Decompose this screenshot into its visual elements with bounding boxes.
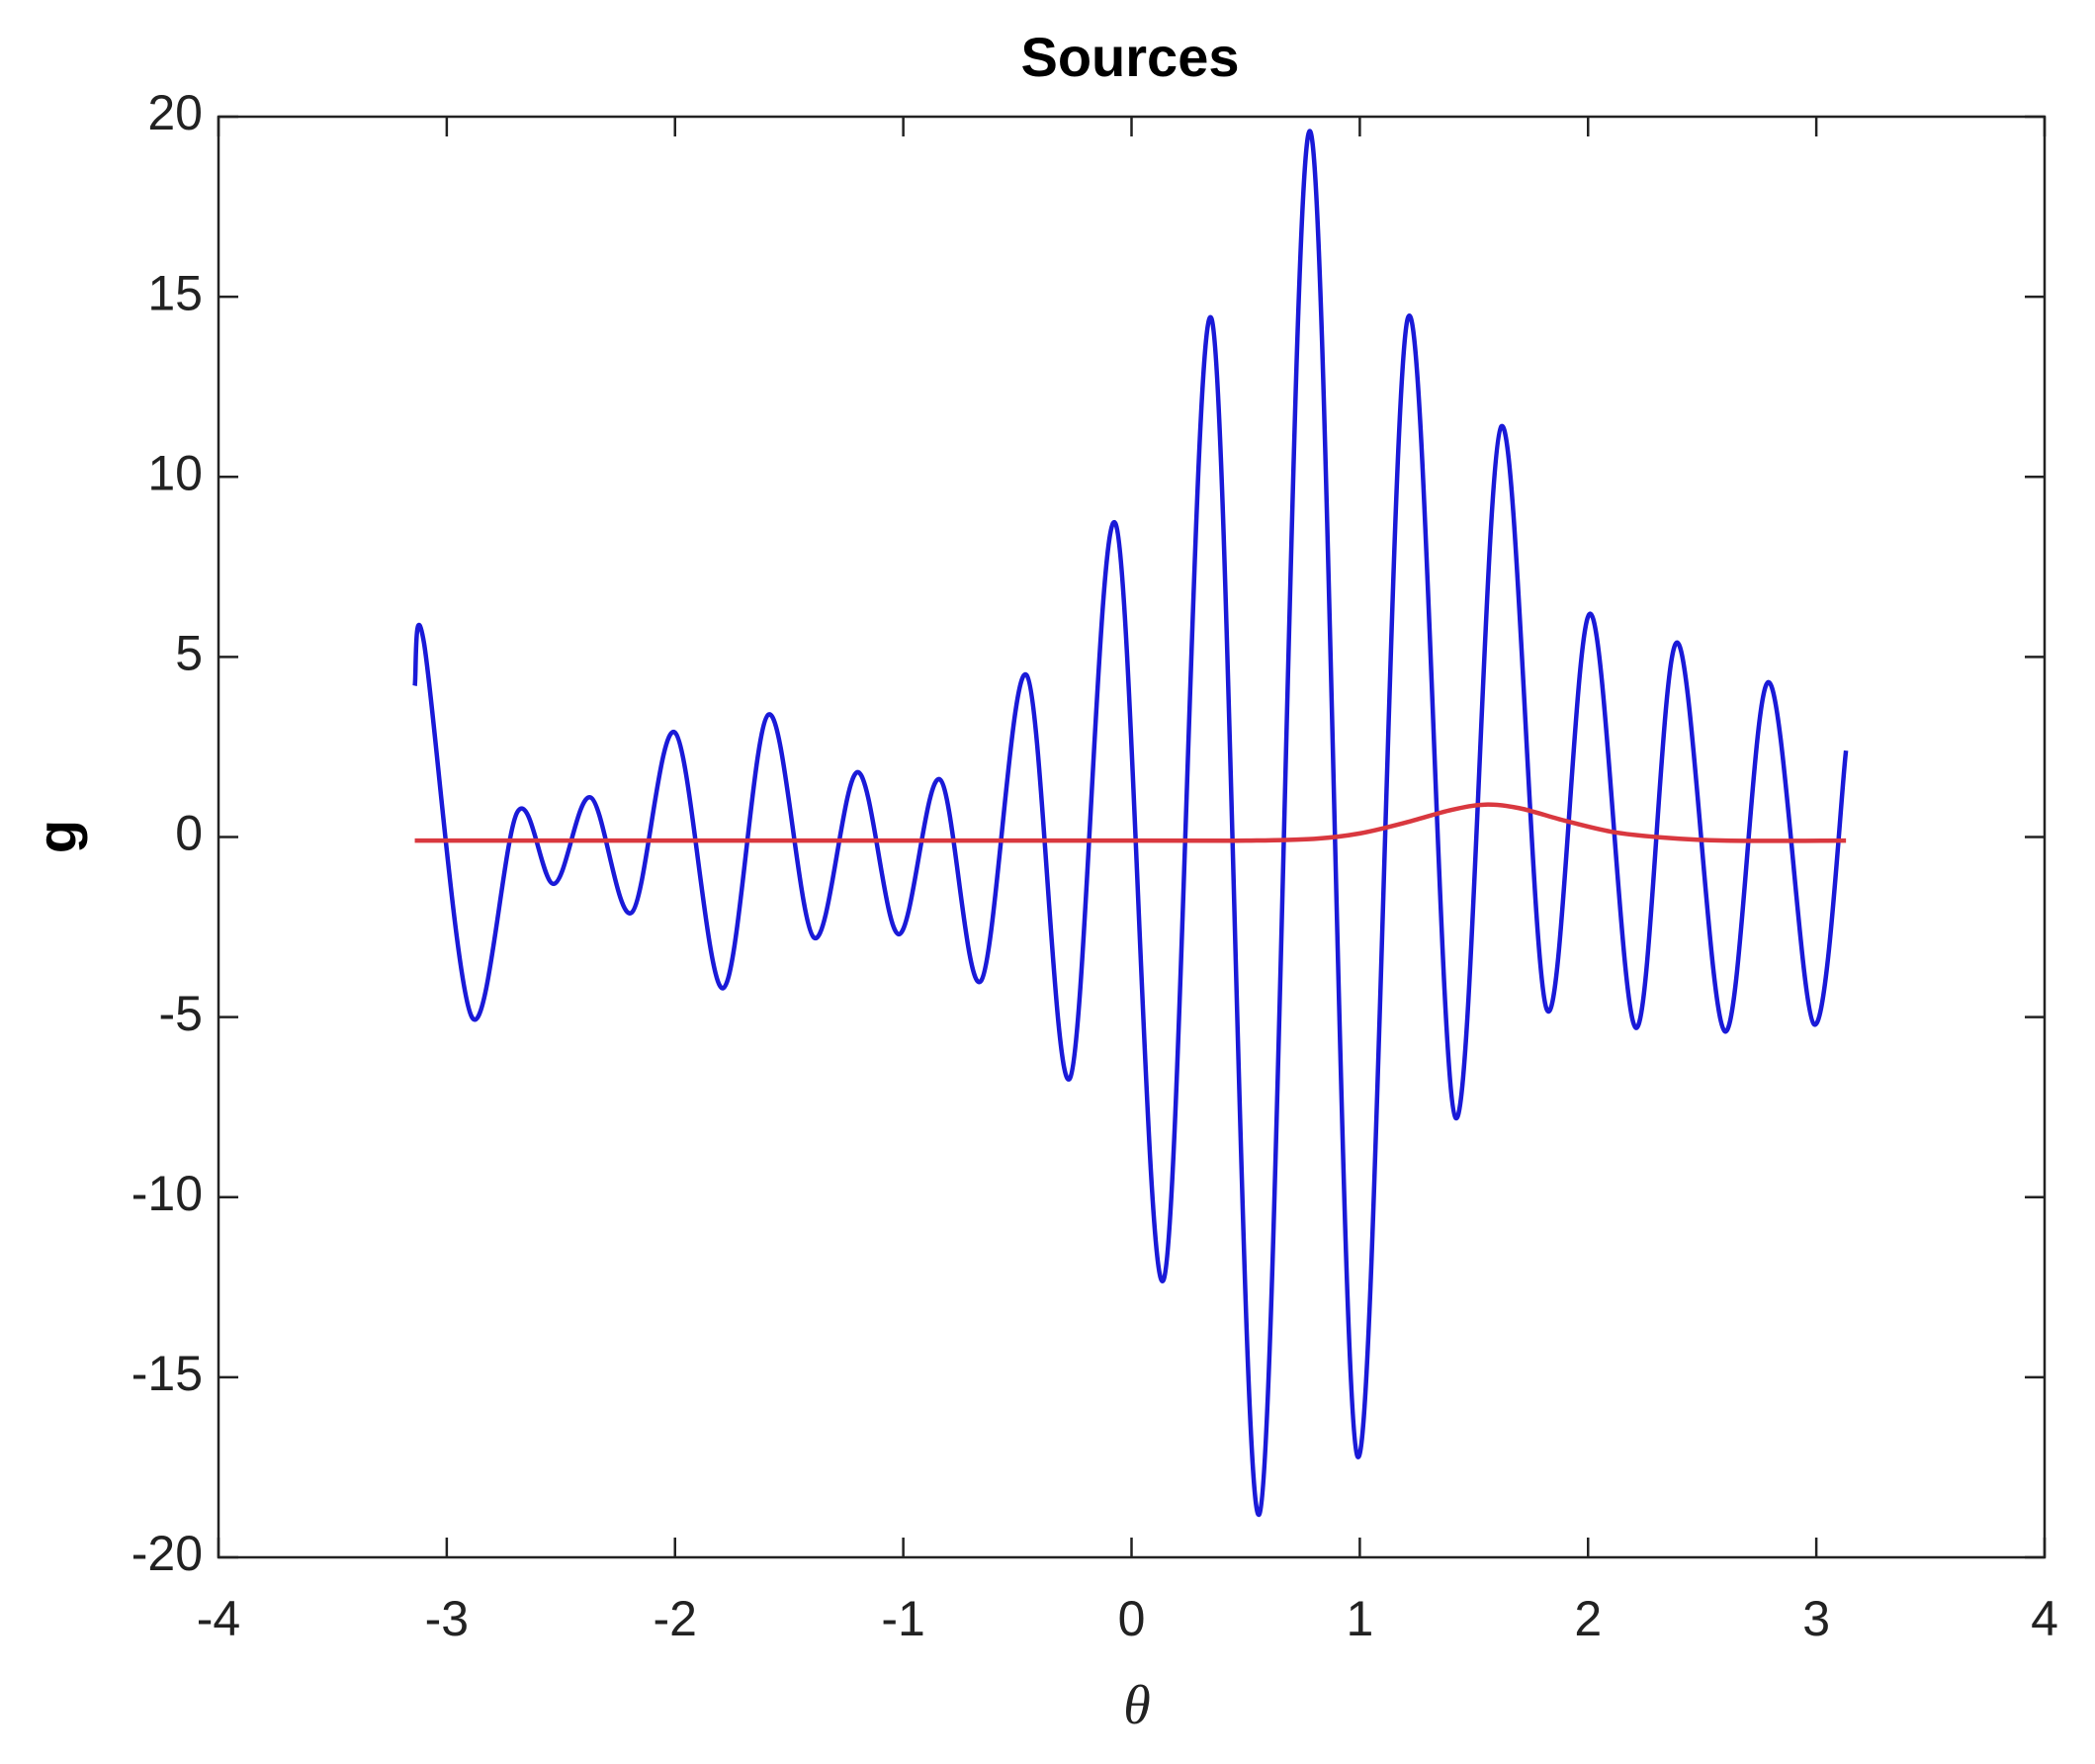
y-tick-label: 20 (147, 85, 203, 140)
y-tick-label: -5 (159, 986, 203, 1041)
x-tick-label: 3 (1802, 1591, 1830, 1646)
x-tick-label: 4 (2031, 1591, 2058, 1646)
y-tick-label: -15 (131, 1346, 203, 1401)
x-tick-label: -3 (425, 1591, 469, 1646)
x-tick-label: -2 (654, 1591, 697, 1646)
x-tick-label: 1 (1346, 1591, 1373, 1646)
x-tick-label: -1 (881, 1591, 924, 1646)
y-tick-label: -10 (131, 1166, 203, 1221)
data-line (412, 129, 1849, 1517)
x-tick-label: 0 (1118, 1591, 1146, 1646)
chart-title: Sources (1021, 26, 1240, 88)
x-axis-label: θ (1123, 1675, 1151, 1736)
y-tick-label: 0 (175, 806, 203, 861)
x-tick-label: -4 (197, 1591, 240, 1646)
y-tick-label: -20 (131, 1526, 203, 1581)
y-tick-label: 10 (147, 445, 203, 500)
data-line (414, 802, 1847, 843)
x-tick-label: 2 (1574, 1591, 1602, 1646)
y-tick-label: 5 (175, 626, 203, 681)
y-tick-label: 15 (147, 265, 203, 320)
y-axis-label: g (26, 820, 88, 853)
plot-frame (217, 115, 2047, 1559)
